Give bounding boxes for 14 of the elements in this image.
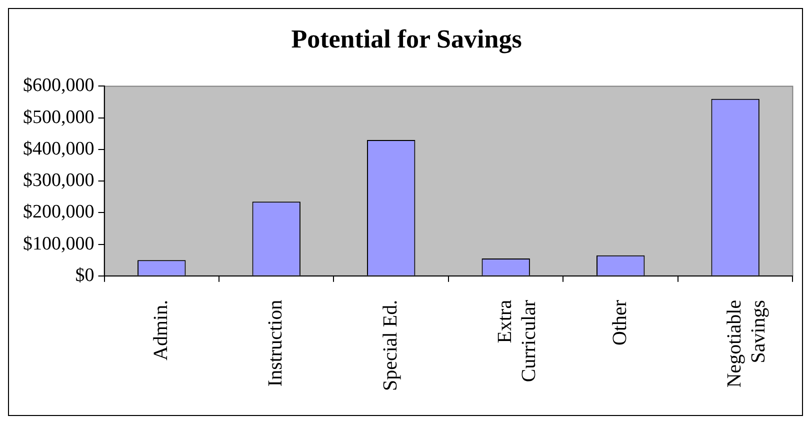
x-tick-label: Other xyxy=(608,300,631,346)
x-tick-label: Negotiable Savings xyxy=(724,300,770,388)
x-tick-label: Special Ed. xyxy=(379,300,402,392)
y-tick-label: $600,000 xyxy=(23,75,94,96)
x-tick-label: Admin. xyxy=(150,300,172,360)
x-tick-label: Extra Curricular xyxy=(494,300,540,382)
x-tick-label: Instruction xyxy=(264,300,287,387)
y-tick-label: $200,000 xyxy=(23,202,94,223)
chart-title: Potential for Savings xyxy=(291,24,522,54)
y-tick-label: $400,000 xyxy=(23,138,94,160)
y-tick-label: $500,000 xyxy=(23,106,94,128)
y-tick-label: $0 xyxy=(75,264,94,286)
y-tick-label: $100,000 xyxy=(23,233,94,254)
y-tick-label: $300,000 xyxy=(23,170,94,192)
